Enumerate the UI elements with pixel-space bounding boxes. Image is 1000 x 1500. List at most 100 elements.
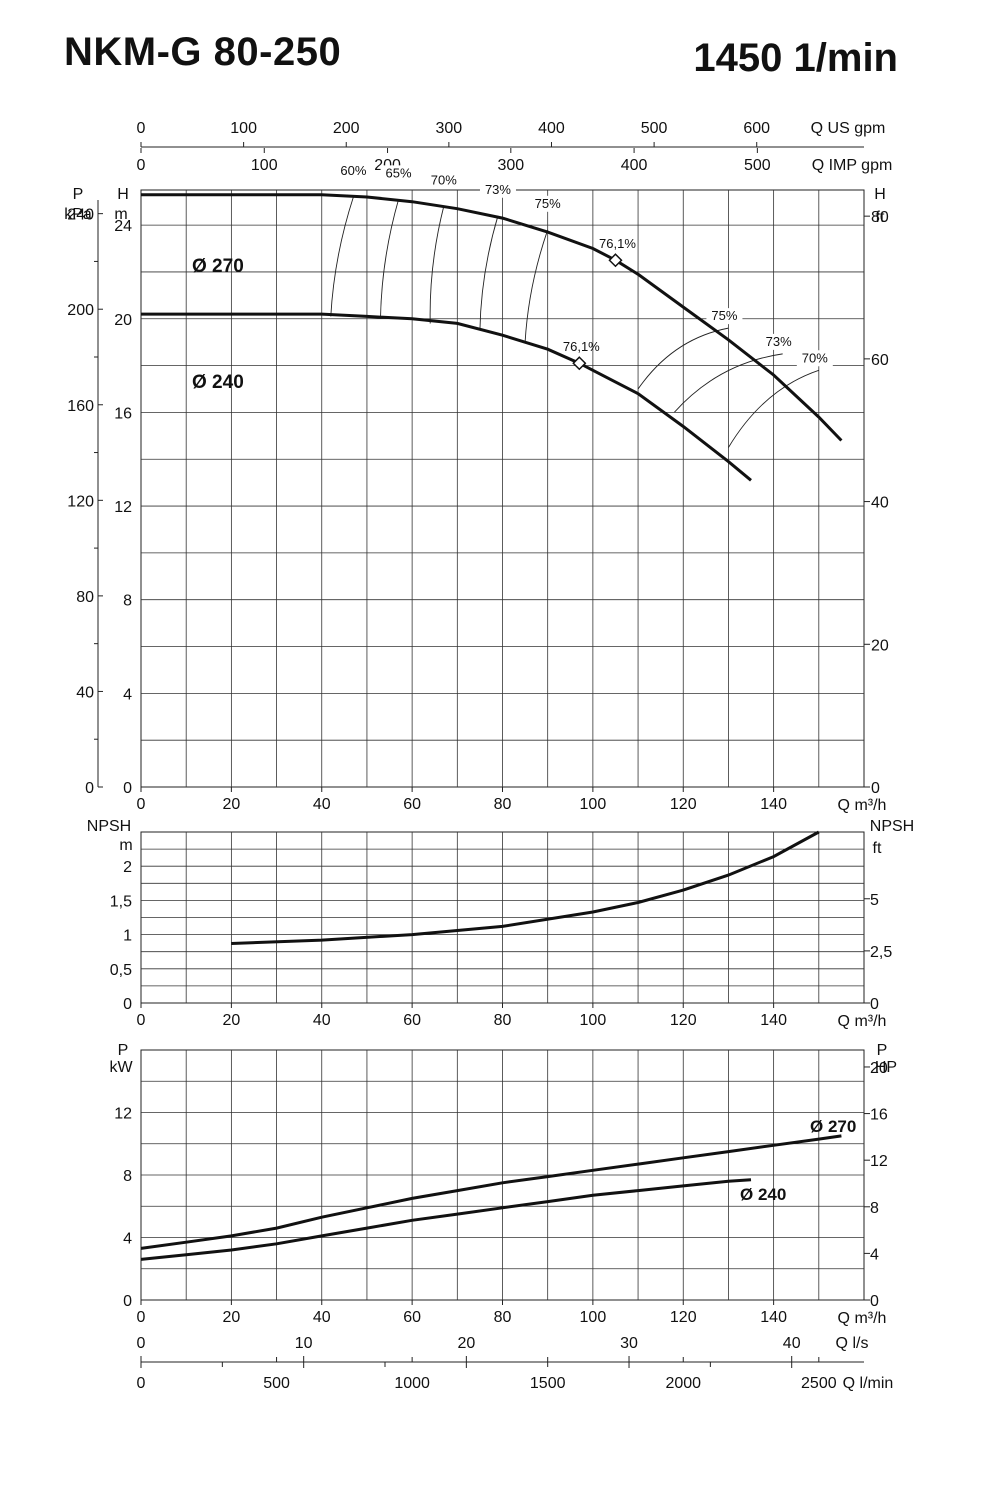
npsh-m-tick-label: 2 <box>123 859 132 876</box>
head-x-tick-label: 100 <box>580 796 607 813</box>
power-curve-240 <box>140 1178 752 1261</box>
power-kw-axis-unit: kW <box>109 1059 133 1076</box>
chart-title: NKM-G 80-250 <box>64 30 342 74</box>
efficiency-label-bg <box>796 350 833 367</box>
npsh-x-tick-label: 120 <box>670 1012 697 1029</box>
power-curve-label-270: Ø 270 <box>810 1117 856 1136</box>
head-m-axis-label: H <box>117 186 129 203</box>
imp-gpm-tick-label: 400 <box>621 157 648 174</box>
power-x-tick-label: 0 <box>137 1309 146 1326</box>
efficiency-line <box>380 199 400 319</box>
power-hp-tick-label: 20 <box>870 1060 888 1077</box>
efficiency-line <box>330 196 354 317</box>
power-x-axis-label: Q m³/h <box>838 1310 887 1327</box>
head-m-tick-label: 8 <box>123 593 132 610</box>
head-x-axis-label: Q m³/h <box>838 797 887 814</box>
head-ft-tick-label: 40 <box>871 495 889 512</box>
us-gpm-axis-label: Q US gpm <box>811 120 886 137</box>
ls-tick-label: 10 <box>295 1335 313 1352</box>
head-curve-label-240: Ø 240 <box>192 372 244 393</box>
power-hp-axis-unit: HP <box>875 1059 897 1076</box>
imp-gpm-axis-label: Q IMP gpm <box>812 157 893 174</box>
bep-label: 76,1% <box>563 339 600 354</box>
kpa-tick-label: 40 <box>76 684 94 701</box>
power-curve-label-240: Ø 240 <box>740 1185 786 1204</box>
head-ft-tick-label: 80 <box>871 209 889 226</box>
npsh-ft-axis-label: NPSH <box>870 818 914 835</box>
power-hp-tick-label: 12 <box>870 1153 888 1170</box>
power-hp-tick-label: 0 <box>870 1293 879 1310</box>
power-hp-tick-label: 4 <box>870 1246 879 1263</box>
lmin-axis-label: Q l/min <box>843 1375 894 1392</box>
imp-gpm-tick-label: 100 <box>251 157 278 174</box>
head-m-tick-label: 0 <box>123 780 132 797</box>
power-x-tick-label: 80 <box>494 1309 512 1326</box>
us-gpm-tick-label: 600 <box>743 120 770 137</box>
bep-marker <box>608 253 623 268</box>
npsh-m-axis-unit: m <box>119 837 132 854</box>
us-gpm-tick-label: 500 <box>641 120 668 137</box>
bep-marker <box>572 356 587 371</box>
lmin-tick-label: 1000 <box>394 1375 430 1392</box>
efficiency-label-bg <box>529 195 566 212</box>
npsh-x-tick-label: 60 <box>403 1012 421 1029</box>
efficiency-label-bg <box>425 172 462 189</box>
npsh-m-axis-label: NPSH <box>87 818 131 835</box>
efficiency-label: 73% <box>766 334 792 349</box>
ls-tick-label: 20 <box>457 1335 475 1352</box>
head-m-tick-label: 16 <box>114 405 132 422</box>
head-x-tick-label: 80 <box>494 796 512 813</box>
head-curve-270 <box>141 193 843 442</box>
us-gpm-tick-label: 0 <box>137 120 146 137</box>
us-gpm-tick-label: 300 <box>436 120 463 137</box>
power-x-tick-label: 20 <box>222 1309 240 1326</box>
power-x-tick-label: 120 <box>670 1309 697 1326</box>
imp-gpm-tick-label: 300 <box>497 157 524 174</box>
power-kw-axis-label: P <box>118 1042 129 1059</box>
efficiency-line <box>673 353 783 413</box>
npsh-m-tick-label: 1 <box>123 928 132 945</box>
power-x-tick-label: 40 <box>313 1309 331 1326</box>
npsh-m-tick-label: 0 <box>123 996 132 1013</box>
head-x-tick-label: 20 <box>222 796 240 813</box>
npsh-ft-tick-label: 2,5 <box>870 944 892 961</box>
us-gpm-tick-label: 200 <box>333 120 360 137</box>
efficiency-line <box>429 206 445 324</box>
npsh-m-tick-label: 0,5 <box>110 962 132 979</box>
kpa-tick-label: 160 <box>67 398 94 415</box>
npsh-ft-tick-label: 5 <box>870 892 879 909</box>
npsh-x-axis-label: Q m³/h <box>838 1013 887 1030</box>
ls-tick-label: 0 <box>137 1335 146 1352</box>
head-ft-tick-label: 60 <box>871 352 889 369</box>
power-kw-tick-label: 0 <box>123 1293 132 1310</box>
power-kw-tick-label: 12 <box>114 1106 132 1123</box>
head-m-tick-label: 20 <box>114 312 132 329</box>
kpa-axis-unit: kPa <box>64 206 92 223</box>
efficiency-label: 73% <box>485 182 511 197</box>
efficiency-label-bg <box>706 308 743 325</box>
ls-tick-label: 40 <box>783 1335 801 1352</box>
ls-axis-label: Q l/s <box>836 1335 869 1352</box>
efficiency-label: 75% <box>535 196 561 211</box>
efficiency-line <box>479 215 499 331</box>
head-m-tick-label: 12 <box>114 499 132 516</box>
npsh-x-tick-label: 40 <box>313 1012 331 1029</box>
head-m-tick-label: 4 <box>123 686 132 703</box>
imp-gpm-tick-label: 500 <box>744 157 771 174</box>
power-curve-270 <box>140 1134 842 1250</box>
kpa-tick-label: 0 <box>85 780 94 797</box>
npsh-x-tick-label: 140 <box>760 1012 787 1029</box>
power-x-tick-label: 60 <box>403 1309 421 1326</box>
npsh-x-tick-label: 0 <box>137 1012 146 1029</box>
head-ft-axis-label: H <box>874 186 886 203</box>
npsh-x-tick-label: 80 <box>494 1012 512 1029</box>
npsh-x-tick-label: 20 <box>222 1012 240 1029</box>
npsh-m-tick-label: 1,5 <box>110 893 132 910</box>
head-ft-tick-label: 0 <box>871 780 880 797</box>
speed-label: 1450 1/min <box>693 36 898 80</box>
lmin-tick-label: 500 <box>263 1375 290 1392</box>
kpa-tick-label: 80 <box>76 589 94 606</box>
head-m-tick-label: 24 <box>114 218 132 235</box>
efficiency-line <box>524 229 549 343</box>
